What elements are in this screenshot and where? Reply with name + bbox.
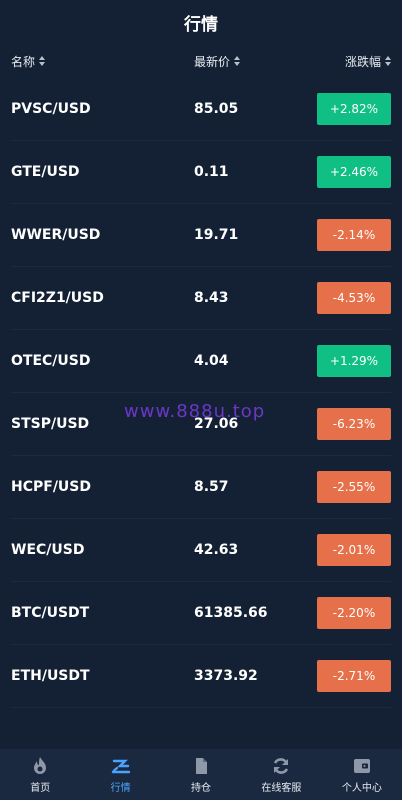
document-icon bbox=[196, 757, 208, 774]
symbol-label: ETH/USDT bbox=[11, 668, 90, 684]
change-badge: -2.71% bbox=[317, 660, 391, 692]
market-icon bbox=[111, 759, 130, 773]
change-badge: -2.01% bbox=[317, 534, 391, 566]
market-row[interactable]: OTEC/USD 4.04 +1.29% bbox=[11, 330, 391, 393]
page-title: 行情 bbox=[184, 14, 218, 35]
change-badge: -2.20% bbox=[317, 597, 391, 629]
tab-support[interactable]: 在线客服 bbox=[241, 749, 321, 800]
tab-profile[interactable]: 个人中心 bbox=[322, 749, 402, 800]
market-row[interactable]: WEC/USD 42.63 -2.01% bbox=[11, 519, 391, 582]
page-header: 行情 bbox=[0, 0, 402, 44]
column-change-label: 涨跌幅 bbox=[344, 54, 381, 69]
tab-label: 在线客服 bbox=[261, 782, 302, 794]
refresh-icon bbox=[274, 757, 289, 774]
wallet-icon bbox=[353, 758, 370, 773]
price-value: 19.71 bbox=[194, 227, 239, 243]
flame-icon bbox=[34, 756, 47, 774]
tab-label: 个人中心 bbox=[341, 782, 382, 794]
price-value: 8.43 bbox=[194, 290, 229, 306]
symbol-label: HCPF/USD bbox=[11, 479, 92, 495]
price-value: 42.63 bbox=[194, 542, 239, 558]
price-value: 0.11 bbox=[194, 164, 229, 180]
price-value: 27.06 bbox=[194, 416, 239, 432]
symbol-label: OTEC/USD bbox=[11, 353, 91, 369]
market-row[interactable]: PVSC/USD 85.05 +2.82% bbox=[11, 78, 391, 141]
market-row[interactable]: GTE/USD 0.11 +2.46% bbox=[11, 141, 391, 204]
change-badge: +2.46% bbox=[317, 156, 391, 188]
change-badge: -4.53% bbox=[317, 282, 391, 314]
sort-by-name[interactable]: 名称 bbox=[11, 53, 194, 70]
price-value: 4.04 bbox=[194, 353, 229, 369]
symbol-label: PVSC/USD bbox=[11, 101, 91, 117]
price-value: 8.57 bbox=[194, 479, 229, 495]
symbol-label: WWER/USD bbox=[11, 227, 101, 243]
market-row[interactable]: CFI2Z1/USD 8.43 -4.53% bbox=[11, 267, 391, 330]
tab-positions[interactable]: 持仓 bbox=[161, 749, 241, 800]
symbol-label: STSP/USD bbox=[11, 416, 90, 432]
tab-market[interactable]: 行情 bbox=[80, 749, 160, 800]
symbol-label: GTE/USD bbox=[11, 164, 80, 180]
price-value: 3373.92 bbox=[194, 668, 258, 684]
market-row[interactable]: STSP/USD 27.06 -6.23% bbox=[11, 393, 391, 456]
sort-icon bbox=[385, 56, 391, 66]
bottom-tab-bar: 首页 行情 持仓 在线客服 个人中心 bbox=[0, 749, 402, 800]
market-row[interactable]: HCPF/USD 8.57 -2.55% bbox=[11, 456, 391, 519]
change-badge: +2.82% bbox=[317, 93, 391, 125]
sort-by-price[interactable]: 最新价 bbox=[194, 53, 345, 70]
tab-label: 首页 bbox=[30, 782, 51, 794]
change-badge: -6.23% bbox=[317, 408, 391, 440]
sort-icon bbox=[39, 56, 46, 66]
symbol-label: CFI2Z1/USD bbox=[11, 290, 104, 306]
market-list: PVSC/USD 85.05 +2.82% GTE/USD 0.11 +2.46% WWER… bbox=[0, 78, 402, 708]
symbol-label: WEC/USD bbox=[11, 542, 85, 558]
market-row[interactable]: WWER/USD 19.71 -2.14% bbox=[11, 204, 391, 267]
tab-label: 行情 bbox=[110, 782, 131, 794]
market-row[interactable]: ETH/USDT 3373.92 -2.71% bbox=[11, 645, 391, 708]
watermark: www.888u.top bbox=[124, 401, 266, 422]
sort-icon bbox=[234, 56, 241, 66]
symbol-label: BTC/USDT bbox=[11, 605, 90, 621]
price-value: 61385.66 bbox=[194, 605, 268, 621]
column-price-label: 最新价 bbox=[194, 54, 231, 69]
tab-label: 持仓 bbox=[191, 782, 212, 794]
change-badge: +1.29% bbox=[317, 345, 391, 377]
column-header: 名称 最新价 涨跌幅 bbox=[0, 44, 402, 78]
tab-home[interactable]: 首页 bbox=[0, 749, 80, 800]
sort-by-change[interactable]: 涨跌幅 bbox=[345, 53, 391, 70]
change-badge: -2.55% bbox=[317, 471, 391, 503]
market-row[interactable]: BTC/USDT 61385.66 -2.20% bbox=[11, 582, 391, 645]
price-value: 85.05 bbox=[194, 101, 239, 117]
column-name-label: 名称 bbox=[11, 54, 36, 69]
change-badge: -2.14% bbox=[317, 219, 391, 251]
